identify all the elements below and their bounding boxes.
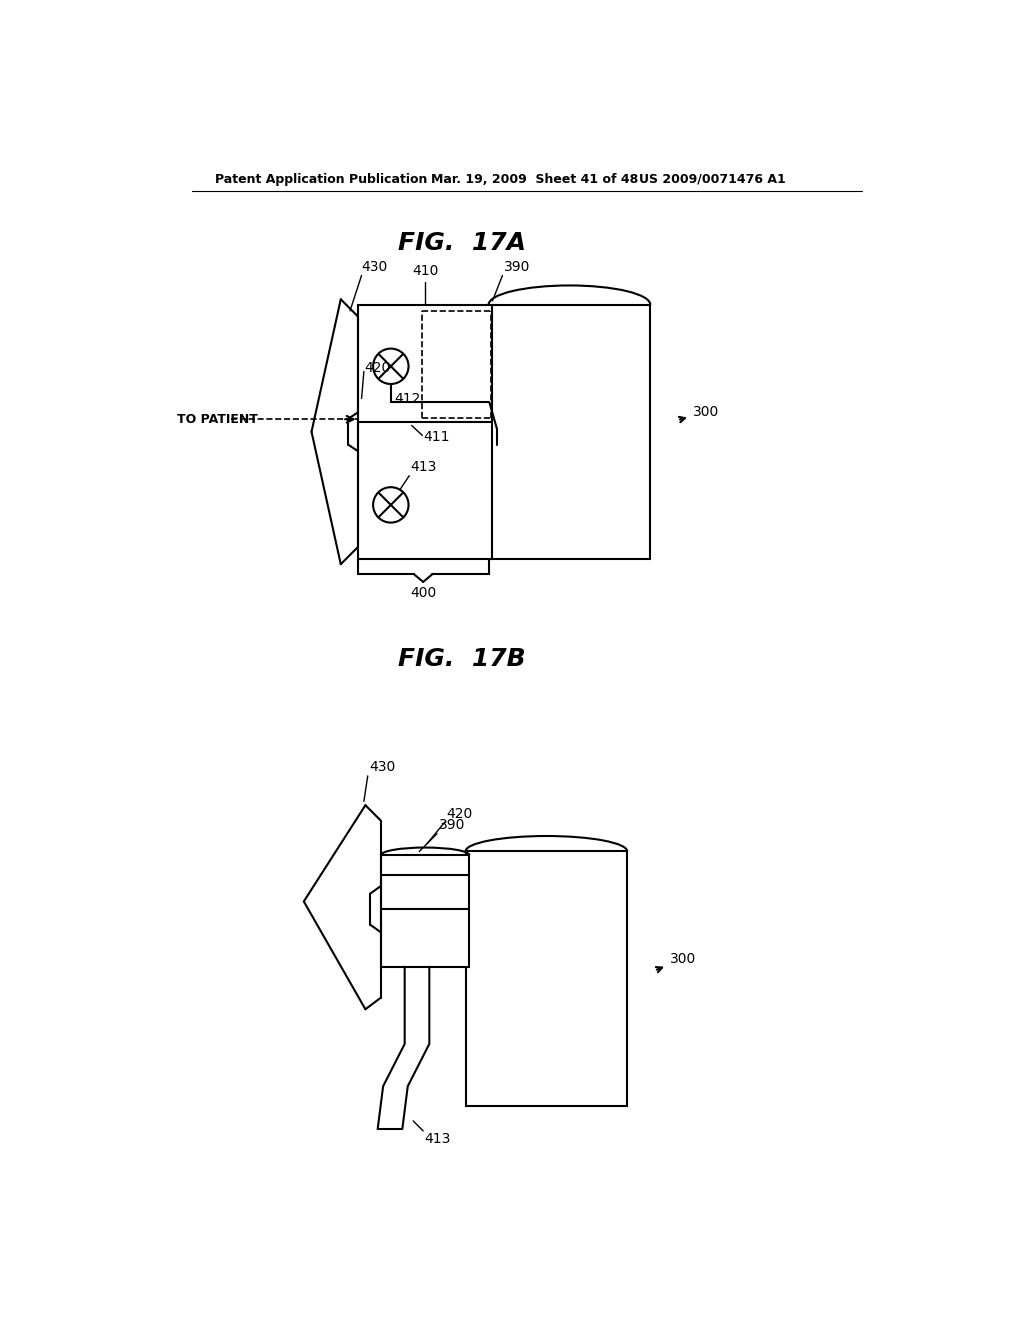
- Text: 413: 413: [425, 1133, 452, 1147]
- Text: 430: 430: [370, 760, 395, 775]
- Text: 300: 300: [679, 405, 719, 422]
- Text: 400: 400: [410, 586, 436, 599]
- Text: Patent Application Publication: Patent Application Publication: [215, 173, 428, 186]
- Text: Mar. 19, 2009  Sheet 41 of 48: Mar. 19, 2009 Sheet 41 of 48: [431, 173, 638, 186]
- Text: 420: 420: [446, 807, 472, 821]
- Text: 390: 390: [504, 260, 530, 275]
- Text: US 2009/0071476 A1: US 2009/0071476 A1: [639, 173, 785, 186]
- Text: 420: 420: [364, 360, 390, 375]
- Text: 300: 300: [655, 952, 696, 973]
- Text: 412: 412: [394, 392, 421, 407]
- Text: 413: 413: [410, 461, 436, 474]
- Text: 410: 410: [412, 264, 438, 277]
- Bar: [381, 855, 469, 966]
- Text: 411: 411: [423, 430, 450, 444]
- Text: FIG.  17B: FIG. 17B: [398, 647, 525, 671]
- Text: 390: 390: [438, 818, 465, 832]
- Bar: [466, 851, 628, 1106]
- Text: TO PATIENT: TO PATIENT: [177, 413, 258, 426]
- Bar: [357, 305, 493, 558]
- Text: 430: 430: [361, 260, 388, 275]
- Bar: [488, 305, 650, 558]
- Text: FIG.  17A: FIG. 17A: [397, 231, 525, 255]
